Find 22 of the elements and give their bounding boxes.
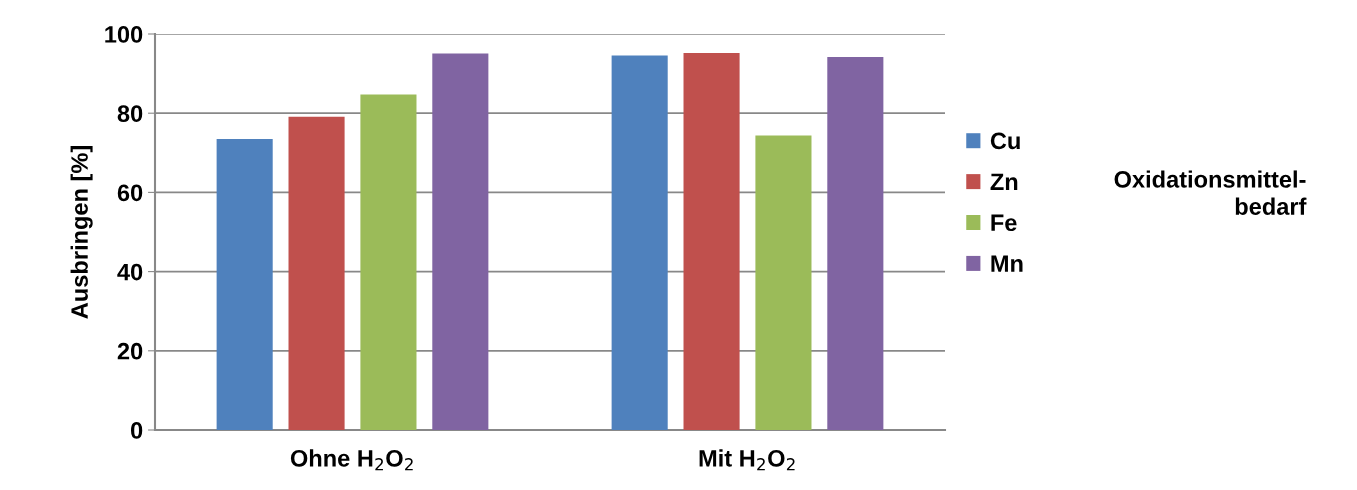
x-tick-label: Mit H$_{2}$O$_{2}$: [699, 449, 795, 471]
bar: [683, 53, 740, 430]
legend-label: Fe: [991, 214, 1017, 232]
text: Oxidationsmittel- bedarf: [1114, 170, 1307, 215]
bar: [360, 94, 417, 430]
legend-label: Zn: [990, 173, 1018, 190]
y-axis-title: Ausbringen [%]: [70, 146, 93, 319]
y-tick-label: 40: [117, 263, 143, 281]
bar: [288, 116, 345, 430]
bar: [216, 138, 273, 430]
y-tick-label: 100: [105, 26, 143, 43]
bar: [611, 55, 668, 430]
bar: [432, 53, 489, 430]
legend-label: Cu: [990, 132, 1020, 150]
x-tick-label: Ohne H$_{2}$O$_{2}$: [290, 449, 413, 471]
y-tick-label: 20: [117, 342, 143, 360]
y-tick-label: 80: [117, 105, 143, 122]
y-tick-label: 60: [117, 184, 143, 202]
legend-label: Mn: [991, 255, 1023, 272]
y-tick-label: 0: [131, 422, 143, 439]
bar: [827, 56, 884, 430]
bar: [755, 135, 812, 430]
